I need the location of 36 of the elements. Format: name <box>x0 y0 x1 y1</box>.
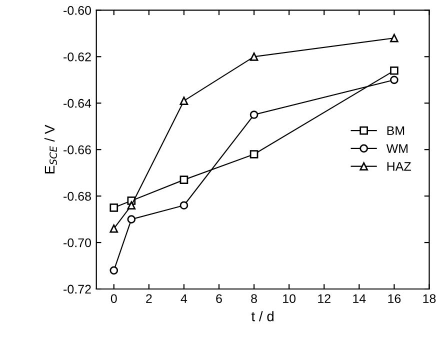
x-tick-label: 6 <box>216 294 222 304</box>
y-tick-label: -0.60 <box>64 6 92 15</box>
point <box>250 110 258 119</box>
y-tick-label: -0.68 <box>64 192 91 201</box>
x-tick-label: 16 <box>388 294 401 304</box>
x-tick-label: 4 <box>180 294 188 303</box>
point <box>110 224 118 233</box>
point <box>127 215 136 224</box>
legend-label: BM <box>387 126 404 135</box>
point <box>250 150 258 158</box>
x-axis-title: t / d <box>251 311 274 322</box>
y-axis-title: E$_{SCE}$ / V <box>44 124 57 174</box>
y-tick-label: -0.66 <box>64 145 91 154</box>
point <box>390 66 398 75</box>
y-tick-label: -0.62 <box>64 52 91 62</box>
x-tick-label: 14 <box>353 294 366 303</box>
legend-label: WM <box>386 144 408 153</box>
y-tick-label: -0.72 <box>64 284 91 294</box>
point <box>110 204 118 212</box>
point <box>390 34 398 42</box>
y-tick-label: -0.70 <box>64 238 92 248</box>
point <box>180 96 188 105</box>
point <box>180 176 188 184</box>
point <box>127 201 136 210</box>
y-tick-label: -0.64 <box>64 98 92 108</box>
x-tick-label: 10 <box>283 294 296 304</box>
point <box>390 76 398 84</box>
point <box>180 201 188 210</box>
legend-label: HAZ <box>387 162 411 171</box>
x-tick-label: 8 <box>251 294 257 304</box>
point <box>110 266 118 275</box>
x-tick-label: 2 <box>146 294 152 303</box>
x-tick-label: 18 <box>423 294 436 304</box>
x-tick-label: 12 <box>318 294 330 303</box>
x-tick-label: 0 <box>110 294 117 304</box>
point <box>250 52 258 61</box>
